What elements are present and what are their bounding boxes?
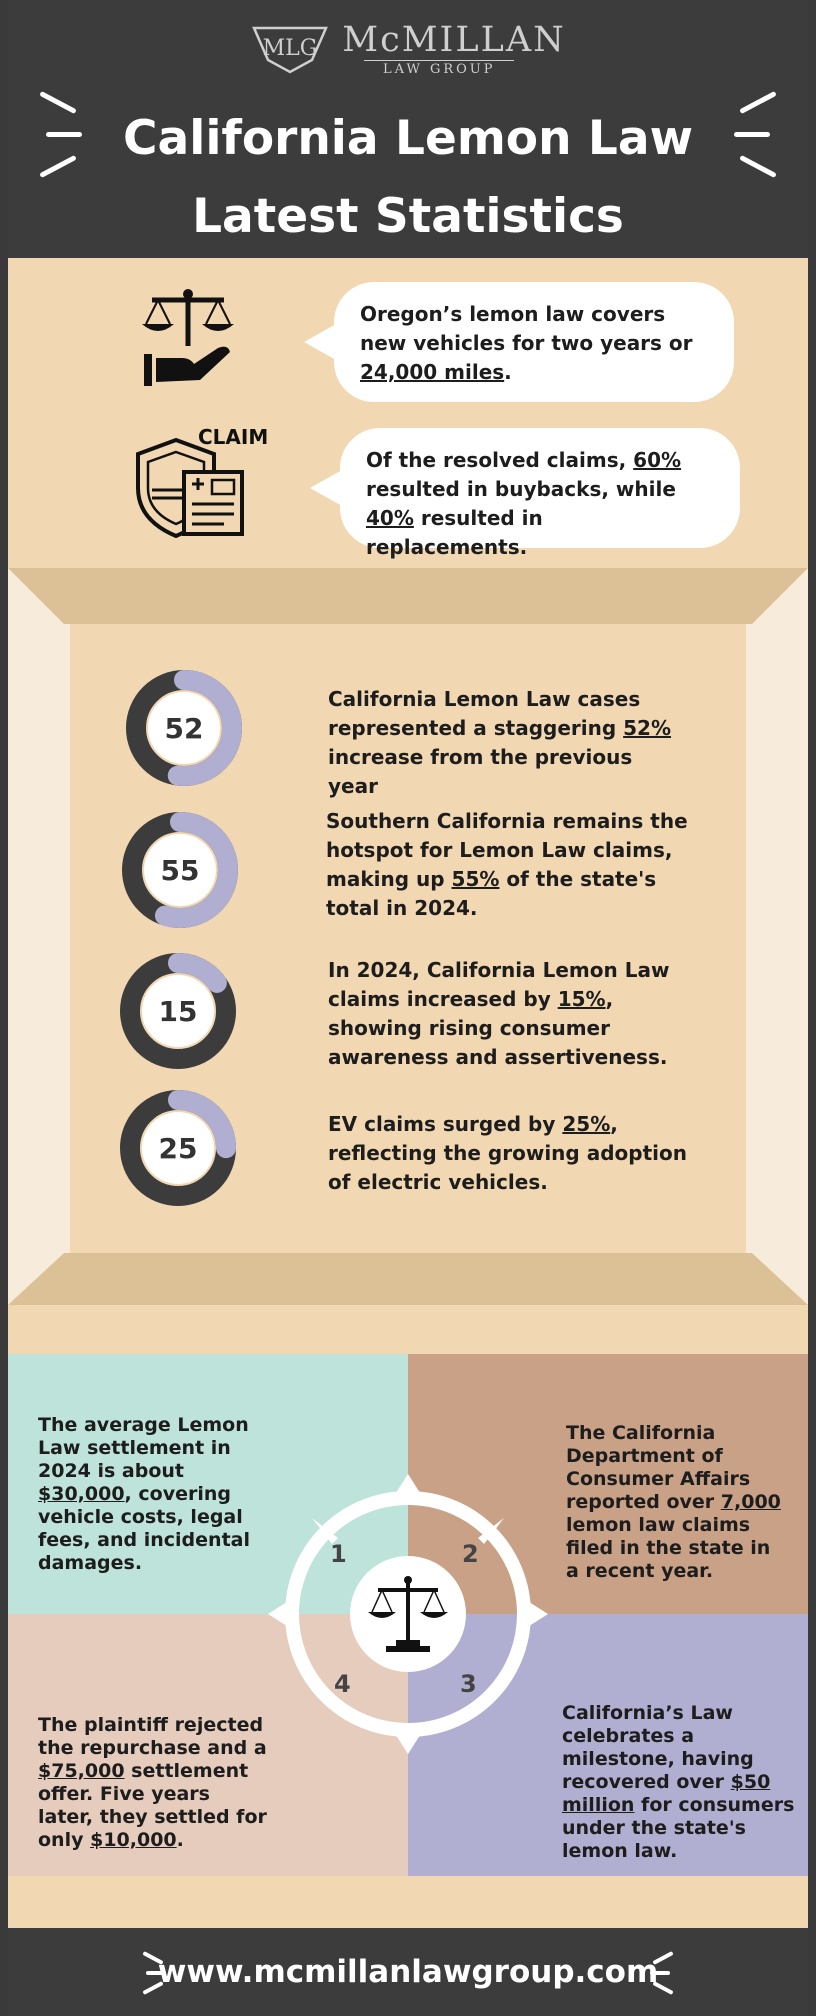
fact-bubble-1: Oregon’s lemon law covers new vehicles f…: [304, 282, 734, 402]
quadrant-2: The California Department of Consumer Af…: [408, 1354, 808, 1614]
q1-highlight: $30,000: [38, 1483, 125, 1505]
donut-center: [142, 975, 214, 1047]
stat-2-highlight: 55%: [451, 867, 500, 891]
logo-name: McMILLAN: [342, 19, 566, 60]
fact-2-text-mid: resulted in buybacks, while: [366, 477, 676, 501]
donut-value-arc: [120, 953, 236, 1069]
sparkle-decoration: [39, 90, 77, 115]
fact-bubble-2: Of the resolved claims, 60% resulted in …: [310, 428, 740, 559]
stat-1-highlight: 52%: [623, 716, 672, 740]
quadrant-1-text: The average Lemon Law settlement in 2024…: [38, 1414, 268, 1575]
stat-3-highlight: 15%: [557, 987, 606, 1011]
center-wheel: 1 2 3 4: [268, 1474, 548, 1754]
quadrant-number-1: 1: [330, 1540, 347, 1568]
stat-text-4: EV claims surged by 25%, reflecting the …: [328, 1110, 688, 1197]
q3-text-end: for consumers under the state's lemon la…: [562, 1794, 795, 1862]
website-link[interactable]: www.mcmillanlawgroup.com: [157, 1954, 659, 1990]
claim-icon-label: CLAIM: [198, 425, 268, 449]
q3-highlight: $50 million: [562, 1771, 771, 1816]
fact-1-text-end: .: [504, 360, 512, 384]
stat-4-text: EV claims surged by: [328, 1112, 563, 1136]
sparkle-decoration: [146, 1971, 166, 1975]
title-line-1: California Lemon Law: [123, 111, 693, 166]
donut-value-arc: [120, 1090, 236, 1206]
q1-text-end: , covering vehicle costs, legal fees, an…: [38, 1483, 250, 1574]
quadrant-4: The plaintiff rejected the repurchase an…: [8, 1614, 408, 1876]
sparkle-decoration: [650, 1971, 670, 1975]
claim-shield-icon: CLAIM: [128, 424, 268, 540]
donut-center: [144, 834, 216, 906]
q4-text-mid: settlement offer. Five years later, they…: [38, 1760, 267, 1851]
donut-chart-3: 15: [120, 953, 236, 1069]
panel-side-left: [8, 568, 70, 1305]
donut-chart-2: 55: [122, 812, 238, 928]
logo[interactable]: MLG McMILLAN LAW GROUP: [0, 16, 816, 82]
footer-banner: www.mcmillanlawgroup.com: [0, 1928, 816, 2016]
donut-label: 25: [159, 1132, 198, 1165]
quadrant-2-text: The California Department of Consumer Af…: [566, 1422, 786, 1583]
donut-center: [142, 1112, 214, 1184]
logo-monogram-text: MLG: [263, 36, 318, 61]
stat-3-text: In 2024, California Lemon Law claims inc…: [328, 958, 670, 1011]
page-title: California Lemon Law Latest Statistics: [80, 100, 736, 256]
quadrant-1: The average Lemon Law settlement in 2024…: [8, 1354, 408, 1614]
logo-subtitle: LAW GROUP: [364, 59, 515, 79]
q4-highlight-2: $10,000: [90, 1829, 177, 1851]
stat-1-text-end: increase from the previous year: [328, 745, 633, 798]
quadrant-4-text: The plaintiff rejected the repurchase an…: [38, 1714, 268, 1852]
quadrant-3: California’s Law celebrates a milestone,…: [408, 1614, 808, 1876]
sparkle-decoration: [46, 132, 82, 137]
quadrant-number-2: 2: [462, 1540, 479, 1568]
fact-1-text: Oregon’s lemon law covers new vehicles f…: [360, 302, 693, 355]
quadrant-3-text: California’s Law celebrates a milestone,…: [562, 1702, 798, 1863]
stat-text-1: California Lemon Law cases represented a…: [328, 685, 678, 801]
stat-2-text: Southern California remains the hotspot …: [326, 809, 688, 891]
q4-text: The plaintiff rejected the repurchase an…: [38, 1714, 267, 1759]
sparkle-decoration: [39, 154, 77, 179]
quadrant-number-3: 3: [460, 1670, 477, 1698]
header-banner: MLG McMILLAN LAW GROUP California Lemon …: [0, 0, 816, 258]
q4-text-end: .: [176, 1829, 184, 1851]
fact-2-highlight-2: 40%: [366, 506, 414, 530]
donut-chart-4: 25: [120, 1090, 236, 1206]
fact-2-text: Of the resolved claims,: [366, 448, 634, 472]
donut-value-arc: [126, 670, 242, 786]
q2-highlight: 7,000: [720, 1491, 781, 1513]
q3-text: California’s Law celebrates a milestone,…: [562, 1702, 754, 1793]
stat-text-2: Southern California remains the hotspot …: [326, 807, 696, 923]
title-line-2: Latest Statistics: [192, 189, 624, 244]
donut-value-arc: [122, 812, 238, 928]
scale-hand-icon: [138, 286, 238, 390]
stat-2-text-end: of the state's total in 2024.: [326, 867, 657, 920]
fact-2-text-end: resulted in replacements.: [366, 506, 543, 559]
q2-text-end: lemon law claims filed in the state in a…: [566, 1514, 771, 1582]
scale-of-justice-icon: [368, 1576, 448, 1652]
donut-label: 55: [161, 854, 200, 887]
logo-monogram-icon: MLG: [252, 26, 329, 74]
stat-1-text: California Lemon Law cases represented a…: [328, 687, 641, 740]
stat-4-highlight: 25%: [562, 1112, 611, 1136]
sparkle-decoration: [739, 154, 777, 179]
donut-chart-1: 52: [126, 670, 242, 786]
donut-label: 15: [159, 995, 198, 1028]
panel-bevel-top: [8, 568, 808, 624]
sparkle-decoration: [734, 132, 770, 137]
fact-2-highlight: 60%: [633, 448, 682, 472]
fact-1-highlight: 24,000 miles: [360, 360, 505, 384]
q4-highlight: $75,000: [38, 1760, 125, 1782]
stat-4-text-end: , reflecting the growing adoption of ele…: [328, 1112, 687, 1194]
q1-text: The average Lemon Law settlement in 2024…: [38, 1414, 249, 1482]
quadrant-number-4: 4: [334, 1670, 351, 1698]
q2-text: The California Department of Consumer Af…: [566, 1422, 751, 1513]
stat-text-3: In 2024, California Lemon Law claims inc…: [328, 956, 698, 1072]
stat-3-text-end: , showing rising consumer awareness and …: [328, 987, 668, 1069]
donut-label: 52: [165, 712, 204, 745]
panel-side-right: [746, 568, 808, 1305]
sparkle-decoration: [739, 90, 777, 115]
donut-center: [148, 692, 220, 764]
panel-bevel-bottom: [8, 1253, 808, 1305]
